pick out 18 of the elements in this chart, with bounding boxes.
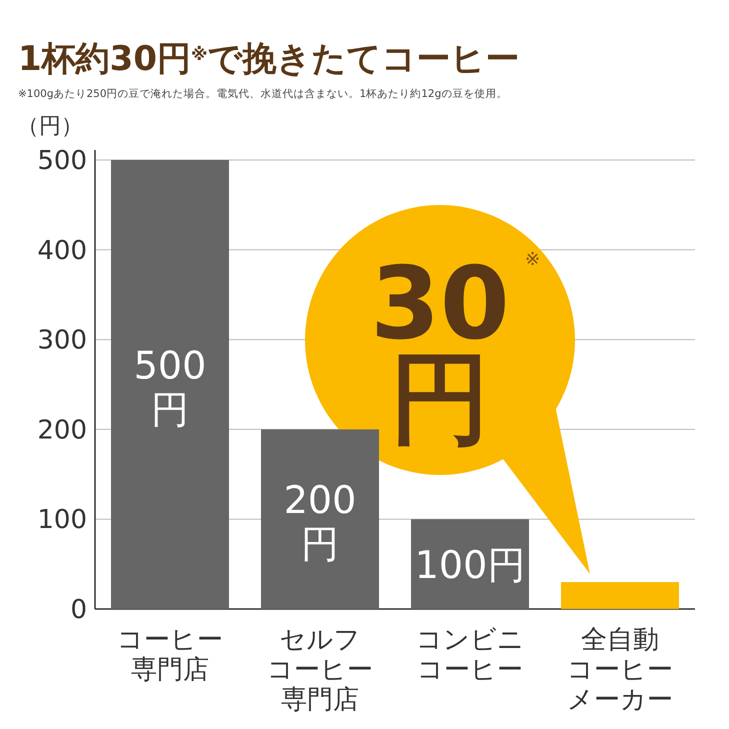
y-tick-label: 500 (37, 146, 87, 176)
chart-title: 1杯約30円$^{※}$で挽きたてコーヒー (18, 39, 520, 79)
y-tick-label: 200 (37, 415, 87, 446)
annotation: ※ (525, 249, 540, 270)
x-tick-label: 全自動コーヒーメーカー (567, 625, 673, 715)
y-axis-title: （円） (17, 114, 83, 139)
data-label: 200 円 (284, 478, 356, 566)
x-tick-label: コーヒー専門店 (117, 625, 223, 685)
y-tick-label: 300 (37, 326, 87, 356)
y-tick-label: 0 (70, 595, 87, 625)
x-tick-label: セルフコーヒー専門店 (267, 625, 373, 715)
y-tick-label: 400 (37, 236, 87, 266)
y-tick-label: 100 (37, 505, 87, 536)
x-tick-label: コンビニコーヒー (416, 625, 524, 685)
data-label: 500 円 (134, 344, 206, 432)
chart-subtitle: ※100gあたり250円の豆で淹れた場合。電気代、水道代は含まない。1杯あたり約12gの豆を使用。 (18, 87, 508, 100)
data-label: 100円 (414, 543, 526, 588)
annotation: 30 円 (370, 245, 510, 457)
